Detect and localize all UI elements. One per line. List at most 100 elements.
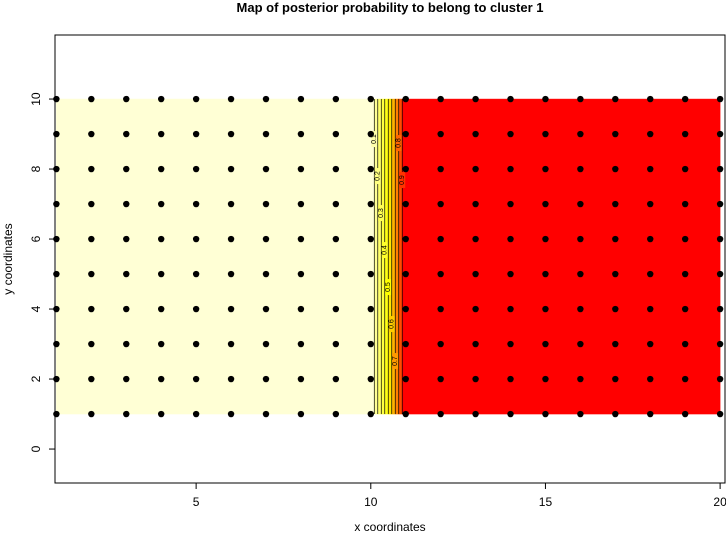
y-axis-label: y coordinates [1, 223, 15, 294]
y-tick-label: 10 [29, 92, 43, 106]
grid-point [612, 340, 619, 348]
grid-point [297, 95, 305, 103]
grid-point [227, 410, 235, 418]
grid-point [262, 270, 270, 278]
grid-point [367, 305, 374, 313]
y-tick-label: 2 [29, 375, 43, 382]
grid-point [227, 270, 235, 278]
grid-point [297, 410, 305, 418]
grid-point [437, 200, 444, 208]
grid-point [157, 200, 165, 208]
grid-point [716, 305, 724, 313]
probability-band [56, 98, 375, 415]
grid-point [472, 375, 479, 383]
grid-point [647, 375, 654, 383]
grid-point [227, 305, 235, 313]
contour-label: 0.8 [396, 138, 403, 148]
probability-band [377, 98, 382, 415]
grid-point [192, 340, 200, 348]
grid-point [577, 375, 584, 383]
grid-point [297, 200, 305, 208]
contour-label: 0.1 [371, 134, 378, 144]
grid-point [716, 165, 724, 173]
grid-point [716, 375, 724, 383]
grid-point [402, 270, 409, 278]
x-tick-label: 20 [713, 495, 726, 509]
grid-point [192, 410, 200, 418]
grid-point [123, 410, 130, 418]
contour-label: 0.5 [385, 282, 392, 292]
grid-point [542, 130, 549, 138]
contour-label: 0.3 [378, 208, 385, 218]
grid-point [681, 410, 689, 418]
grid-point [507, 235, 514, 243]
grid-point [157, 235, 165, 243]
x-tick-label: 10 [364, 495, 378, 509]
grid-point [402, 305, 409, 313]
grid-point [612, 375, 619, 383]
grid-point [88, 235, 95, 243]
x-tick-label: 5 [193, 495, 200, 509]
grid-point [542, 235, 549, 243]
grid-point [262, 235, 270, 243]
probability-band [401, 98, 721, 415]
grid-point [681, 305, 689, 313]
grid-point [612, 410, 619, 418]
contour-label-bg [371, 131, 378, 148]
grid-point [53, 130, 60, 138]
contour-label-bg [399, 172, 406, 189]
grid-point [716, 95, 724, 103]
contour-label-bg [385, 279, 392, 296]
grid-point [437, 165, 444, 173]
grid-point [437, 95, 444, 103]
grid-point [577, 305, 584, 313]
grid-point [367, 130, 374, 138]
grid-point [262, 410, 270, 418]
grid-point [577, 165, 584, 173]
grid-point [577, 340, 584, 348]
x-tick-label: 15 [539, 495, 553, 509]
grid-point [88, 130, 95, 138]
grid-point [507, 95, 514, 103]
grid-point [367, 375, 374, 383]
grid-point [123, 270, 130, 278]
grid-point [647, 305, 654, 313]
grid-point [612, 200, 619, 208]
grid-point [367, 95, 374, 103]
grid-point [123, 375, 130, 383]
grid-point [332, 375, 340, 383]
grid-point [612, 305, 619, 313]
contour-label-bg [392, 353, 399, 370]
grid-point [437, 340, 444, 348]
grid-point [297, 165, 305, 173]
grid-point [716, 340, 724, 348]
grid-point [367, 410, 374, 418]
grid-point [612, 235, 619, 243]
grid-point [402, 410, 409, 418]
grid-point [681, 95, 689, 103]
grid-point [507, 200, 514, 208]
grid-point [507, 340, 514, 348]
grid-point [192, 270, 200, 278]
grid-point [332, 340, 340, 348]
grid-point [647, 200, 654, 208]
grid-point [123, 130, 130, 138]
grid-point [402, 130, 409, 138]
chart-title: Map of posterior probability to belong t… [237, 0, 544, 15]
grid-point [297, 235, 305, 243]
grid-point [437, 270, 444, 278]
grid-point [681, 165, 689, 173]
grid-point [262, 95, 270, 103]
grid-point [88, 340, 95, 348]
grid-point [472, 200, 479, 208]
contour-label-bg [381, 242, 388, 259]
grid-point [542, 305, 549, 313]
grid-point [681, 235, 689, 243]
grid-point [227, 340, 235, 348]
grid-point [612, 270, 619, 278]
grid-point [507, 130, 514, 138]
grid-point [472, 235, 479, 243]
grid-point [297, 130, 305, 138]
grid-point [192, 95, 200, 103]
contour-label: 0.4 [382, 245, 389, 255]
